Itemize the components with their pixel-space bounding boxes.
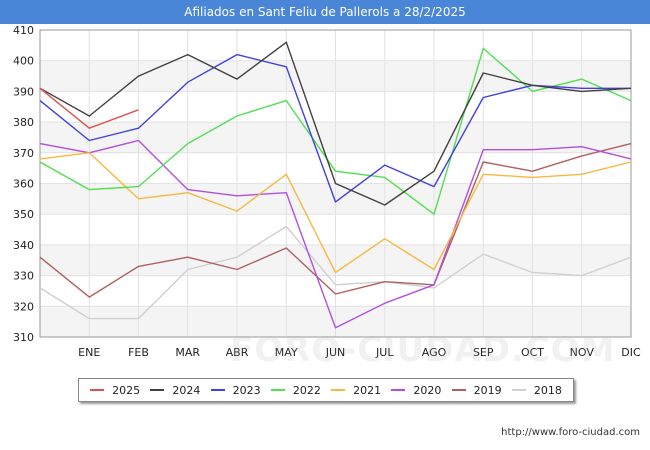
legend-label: 2019 xyxy=(473,383,502,397)
x-tick-label: ENE xyxy=(78,346,100,359)
legend-label: 2018 xyxy=(533,383,562,397)
source-credit: http://www.foro-ciudad.com xyxy=(501,427,640,438)
y-tick-label: 340 xyxy=(13,239,34,252)
y-tick-label: 370 xyxy=(13,147,34,160)
x-tick-label: JUN xyxy=(325,346,346,359)
legend-swatch xyxy=(511,389,526,391)
plot-border xyxy=(39,29,632,338)
x-tick-label: SEP xyxy=(473,346,494,359)
series-line-2024 xyxy=(39,41,632,206)
legend-item-2018: 2018 xyxy=(511,383,562,397)
x-tick-label: JUL xyxy=(375,346,394,359)
legend-label: 2020 xyxy=(413,383,442,397)
y-tick-label: 410 xyxy=(13,24,34,37)
chart-title: Afiliados en Sant Feliu de Pallerols a 2… xyxy=(0,0,650,24)
y-tick-label: 330 xyxy=(13,270,34,283)
x-tick-label: FEB xyxy=(128,346,149,359)
legend-item-2022: 2022 xyxy=(270,383,321,397)
legend-label: 2021 xyxy=(353,383,382,397)
x-tick-label: OCT xyxy=(521,346,544,359)
series-line-2021 xyxy=(39,152,632,274)
legend-swatch xyxy=(270,389,285,391)
legend-item-2025: 2025 xyxy=(90,384,140,397)
series-line-2019 xyxy=(39,142,632,298)
y-tick-label: 310 xyxy=(13,331,34,344)
legend-swatch xyxy=(331,389,346,391)
series-line-2022 xyxy=(39,47,632,215)
series-line-2020 xyxy=(39,139,632,329)
x-tick-label: AGO xyxy=(422,346,447,359)
y-tick-label: 380 xyxy=(13,116,34,129)
y-tick-label: 320 xyxy=(13,300,34,313)
x-tick-label: NOV xyxy=(570,346,595,359)
watermark: FORO-CIUDAD.COM xyxy=(230,330,616,370)
series-line-2025 xyxy=(39,87,139,129)
legend-swatch xyxy=(150,389,165,391)
legend-item-2020: 2020 xyxy=(391,384,441,397)
legend-swatch xyxy=(451,389,466,391)
legend-label: 2023 xyxy=(232,383,261,397)
legend-label: 2022 xyxy=(292,383,321,397)
x-tick-label: MAY xyxy=(275,346,298,359)
x-tick-label: ABR xyxy=(226,346,249,359)
y-tick-label: 390 xyxy=(13,85,34,98)
legend-swatch xyxy=(210,389,225,391)
x-tick-label: DIC xyxy=(621,346,641,359)
series-line-2018 xyxy=(39,225,632,320)
legend-swatch xyxy=(391,389,406,391)
y-tick-label: 350 xyxy=(13,208,34,221)
legend-label: 2025 xyxy=(112,383,141,397)
legend-swatch xyxy=(90,389,105,391)
legend-item-2024: 2024 xyxy=(150,384,200,397)
x-tick-label: MAR xyxy=(175,346,200,359)
y-tick-label: 400 xyxy=(13,55,34,68)
legend-label: 2024 xyxy=(172,383,201,397)
chart-legend: 2025 2024 2023 2022 2021 2020 2019 2018 xyxy=(78,378,574,402)
legend-item-2023: 2023 xyxy=(210,383,261,397)
legend-item-2019: 2019 xyxy=(451,383,502,397)
legend-item-2021: 2021 xyxy=(331,384,381,397)
y-tick-label: 360 xyxy=(13,178,34,191)
